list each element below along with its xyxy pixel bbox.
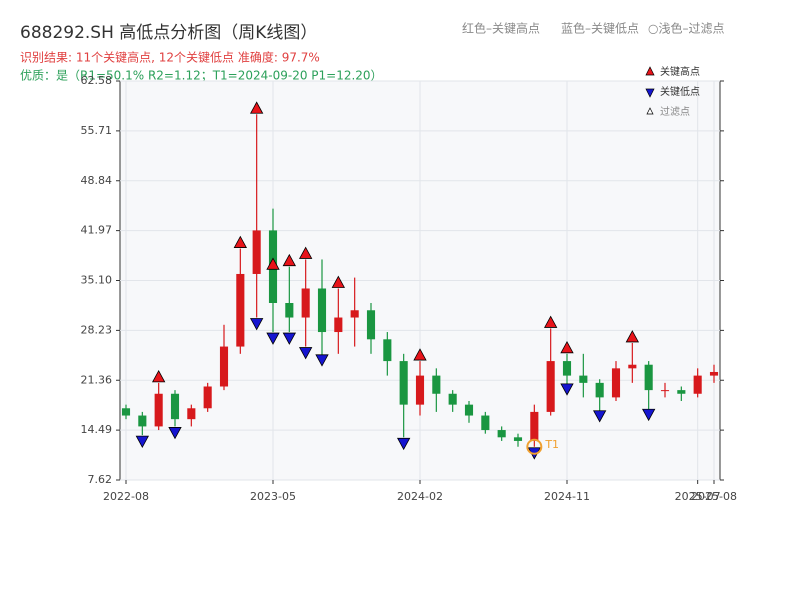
high-marker <box>151 370 166 383</box>
candle-body <box>546 361 555 412</box>
note: ○浅色–过滤点 <box>648 22 724 36</box>
candle-body <box>138 415 147 427</box>
candle-body <box>252 230 261 274</box>
candle-body <box>399 361 408 405</box>
low-marker <box>135 435 150 448</box>
high-marker <box>249 101 264 114</box>
low-marker <box>592 410 607 423</box>
candle-body <box>481 415 490 431</box>
low-marker <box>249 318 264 331</box>
y-tick-label: 41.97 <box>81 224 113 237</box>
y-tick-label: 55.71 <box>81 124 113 137</box>
annotation-ring <box>526 438 543 455</box>
low-marker <box>315 354 329 367</box>
candle-body <box>562 361 572 376</box>
candle-body <box>677 390 686 394</box>
candle-body <box>644 364 653 391</box>
chart-title: 688292.SH 高低点分析图（周K线图） <box>20 23 317 43</box>
legend-label: 关键低点 <box>660 85 700 98</box>
candle-body <box>595 382 604 398</box>
low-marker <box>560 383 574 396</box>
candle-body <box>236 273 245 347</box>
candle-body <box>121 408 131 416</box>
y-tick-label: 7.62 <box>88 473 113 486</box>
high-marker <box>233 235 248 248</box>
high-marker <box>560 340 574 354</box>
legend-marker <box>646 107 654 115</box>
candle-body <box>170 393 180 420</box>
candle-body <box>285 303 294 318</box>
high-marker <box>331 275 346 288</box>
x-tick-label: 2025-07 <box>675 490 721 503</box>
candle-body <box>350 310 359 318</box>
x-tick-label: 2022-08 <box>103 490 149 503</box>
candle-body <box>660 390 670 392</box>
x-tick-label: 2024-02 <box>397 490 443 503</box>
y-tick-label: 14.49 <box>81 423 113 436</box>
candle-body <box>219 346 229 387</box>
summary: 识别结果: 11个关键高点, 12个关键低点 准确度: 97.7% <box>20 50 320 65</box>
candle-body <box>628 364 637 369</box>
high-marker <box>266 257 280 270</box>
y-tick-label: 28.23 <box>81 323 113 336</box>
note: 蓝色–关键低点 <box>561 22 639 36</box>
candle-body <box>432 375 441 394</box>
candle-body <box>187 408 196 420</box>
candle-body <box>611 368 621 398</box>
high-marker <box>543 315 558 328</box>
high-marker <box>282 253 297 267</box>
candle-body <box>154 393 163 427</box>
candle-body <box>415 375 425 405</box>
low-marker <box>282 332 297 345</box>
annotation-label: T1 <box>544 438 559 451</box>
x-tick-label: 2024-11 <box>544 490 590 503</box>
high-marker <box>413 348 427 361</box>
low-marker <box>641 408 656 422</box>
candle-body <box>693 375 702 394</box>
legend-marker <box>645 88 655 98</box>
quality: 优质：是（R1=50.1% R2=1.12；T1=2024-09-20 P1=1… <box>20 69 383 83</box>
candle-body <box>530 411 539 441</box>
legend-label: 过滤点 <box>660 105 690 118</box>
y-tick-label: 62.58 <box>81 74 113 87</box>
candle-body <box>709 371 719 376</box>
high-marker <box>298 246 313 259</box>
candle-body <box>497 430 506 438</box>
legend-label: 关键高点 <box>660 65 700 78</box>
candle-body <box>317 288 327 333</box>
candle-body <box>203 386 212 409</box>
x-tick-label: 2023-05 <box>250 490 296 503</box>
candle-body <box>383 339 392 362</box>
low-marker <box>298 347 313 360</box>
low-marker <box>396 437 411 451</box>
high-marker <box>625 330 640 343</box>
candle-body <box>579 375 588 383</box>
candle-body <box>366 310 376 340</box>
low-marker <box>168 427 182 440</box>
candle-body <box>513 437 523 441</box>
legend-marker <box>645 66 655 76</box>
note: 红色–关键高点 <box>462 21 540 36</box>
candle-body <box>334 317 343 333</box>
y-tick-label: 21.36 <box>81 373 113 386</box>
candle-body <box>301 288 310 318</box>
y-tick-label: 48.84 <box>81 174 113 187</box>
candle-body <box>448 393 457 405</box>
low-marker <box>266 332 280 345</box>
candle-body <box>464 404 474 416</box>
y-tick-label: 35.10 <box>81 274 113 287</box>
x-tick-label: 2025-08 <box>691 490 737 503</box>
